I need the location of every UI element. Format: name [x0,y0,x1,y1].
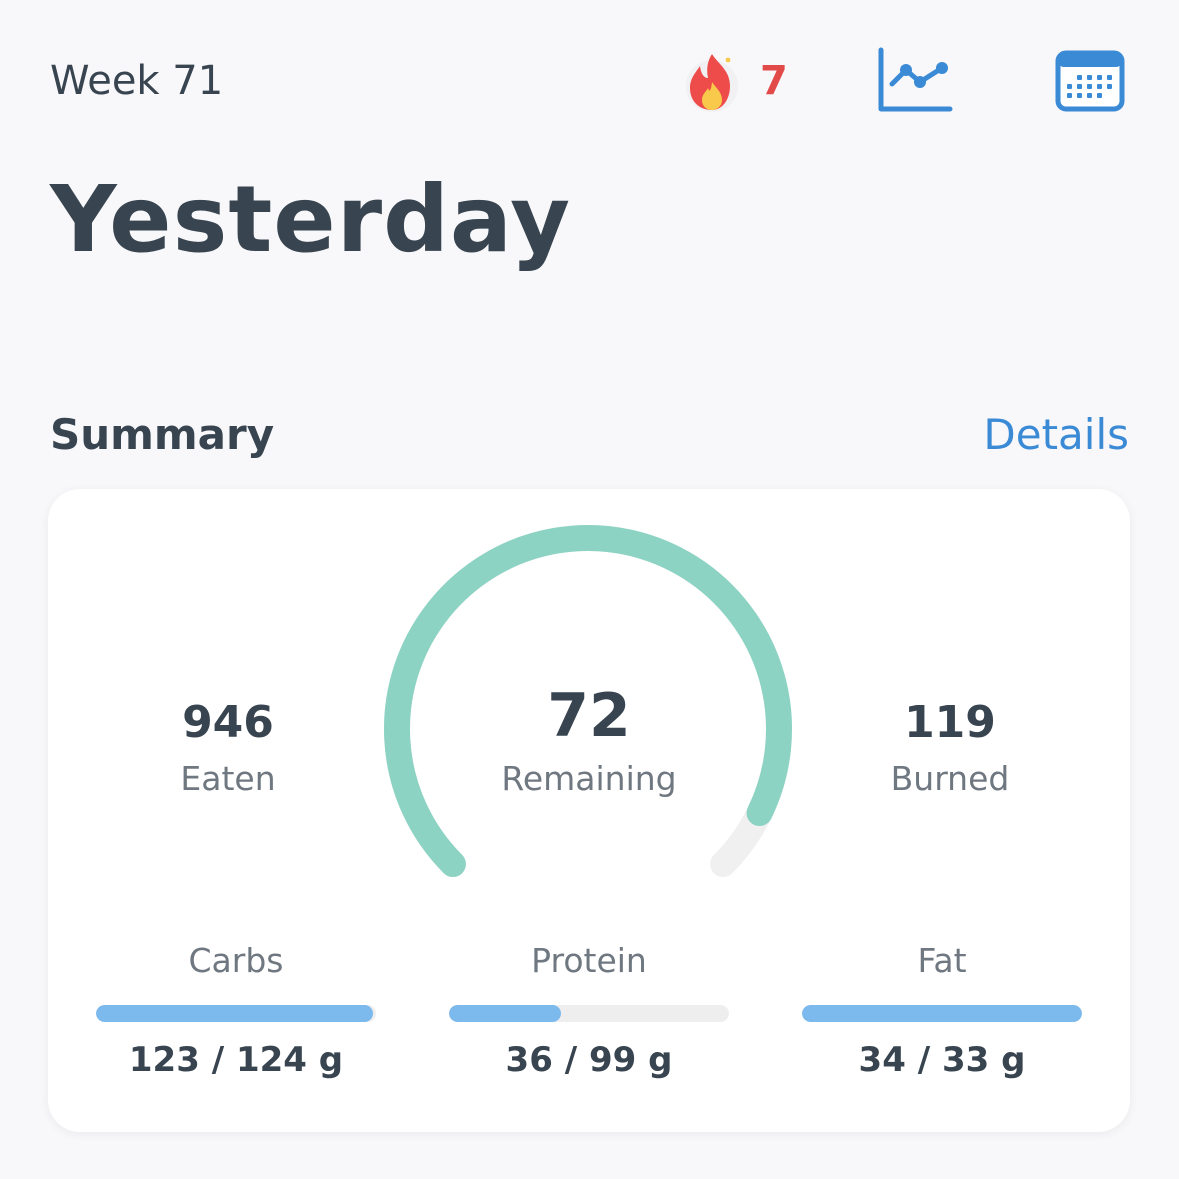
macro-progress-fill [802,1005,1082,1022]
line-chart-icon [878,47,953,112]
burned-stat: 119 Burned [800,695,1100,801]
macro-progress-track [802,1005,1082,1022]
burned-value: 119 [904,697,996,748]
calorie-gauge [384,525,792,878]
eaten-label: Eaten [180,759,276,798]
macro-progress-fill [96,1005,374,1022]
macro-amount: 123 / 124 g [128,1040,344,1080]
macro-label: Protein [531,941,647,980]
macro-carbs: Carbs 123 / 124 g [96,939,376,1082]
progress-chart-button[interactable] [876,46,954,114]
remaining-value: 72 [547,681,631,751]
details-link[interactable]: Details [983,410,1129,459]
streak-count: 7 [760,58,788,104]
summary-card: 946 Eaten 72 Remaining 119 Burned Carbs … [48,489,1130,1132]
calendar-icon [1055,50,1125,112]
burned-label: Burned [890,759,1010,798]
macro-protein: Protein 36 / 99 g [449,939,729,1082]
macro-fat: Fat 34 / 33 g [802,939,1082,1082]
week-label: Week 71 [50,58,224,104]
streak-button[interactable]: 7 [684,45,788,117]
summary-heading: Summary [50,410,275,459]
eaten-stat: 946 Eaten [78,695,378,801]
macro-amount: 34 / 33 g [858,1040,1026,1080]
calendar-button[interactable] [1055,50,1125,112]
remaining-stat: 72 Remaining [439,681,739,801]
macro-progress-track [96,1005,376,1022]
macro-label: Carbs [188,941,284,980]
page-title: Yesterday [50,166,572,273]
gauge-fill [384,525,792,878]
remaining-label: Remaining [501,759,677,798]
macro-label: Fat [917,941,967,980]
eaten-value: 946 [182,697,274,748]
macro-amount: 36 / 99 g [505,1040,673,1080]
macro-progress-track [449,1005,729,1022]
macro-progress-fill [449,1005,561,1022]
flame-icon [686,54,738,112]
